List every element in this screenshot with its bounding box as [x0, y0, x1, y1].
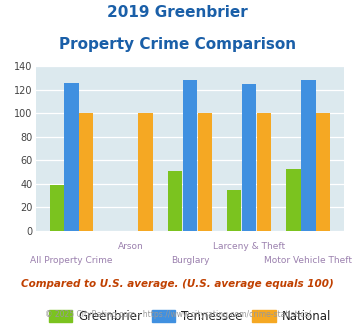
Text: Compared to U.S. average. (U.S. average equals 100): Compared to U.S. average. (U.S. average …	[21, 279, 334, 289]
Bar	[64, 82, 78, 231]
Text: © 2025 CityRating.com - https://www.cityrating.com/crime-statistics/: © 2025 CityRating.com - https://www.city…	[45, 310, 310, 319]
Bar	[227, 190, 241, 231]
Text: Larceny & Theft: Larceny & Theft	[213, 242, 285, 251]
Bar	[301, 80, 316, 231]
Text: All Property Crime: All Property Crime	[30, 256, 113, 265]
Bar	[183, 80, 197, 231]
Bar	[316, 113, 330, 231]
Text: 2019 Greenbrier: 2019 Greenbrier	[107, 5, 248, 20]
Bar	[257, 113, 271, 231]
Bar	[168, 171, 182, 231]
Bar	[138, 113, 153, 231]
Bar	[198, 113, 212, 231]
Text: Property Crime Comparison: Property Crime Comparison	[59, 37, 296, 52]
Bar	[50, 185, 64, 231]
Bar	[79, 113, 93, 231]
Bar	[286, 169, 301, 231]
Text: Motor Vehicle Theft: Motor Vehicle Theft	[264, 256, 353, 265]
Legend: Greenbrier, Tennessee, National: Greenbrier, Tennessee, National	[45, 306, 335, 326]
Bar	[242, 84, 256, 231]
Text: Burglary: Burglary	[171, 256, 209, 265]
Text: Arson: Arson	[118, 242, 143, 251]
